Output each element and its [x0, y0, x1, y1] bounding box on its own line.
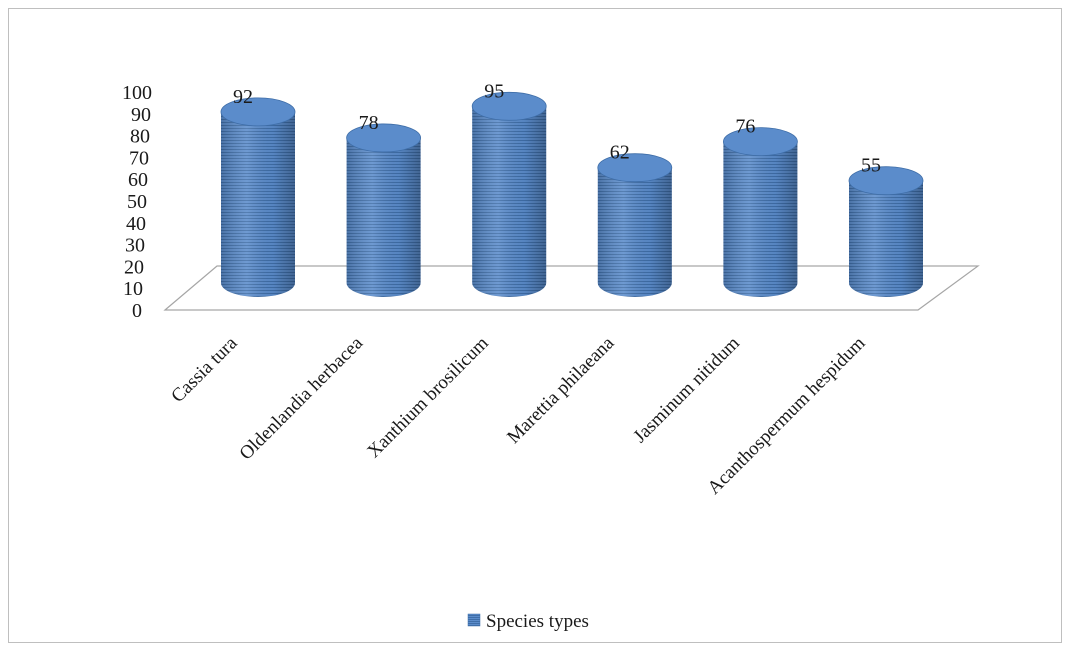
y-tick-label: 100	[122, 82, 152, 104]
bar: 55	[848, 155, 924, 297]
bar: 62	[597, 142, 673, 297]
category-label: Cassia tura	[167, 332, 242, 407]
legend-label: Species types	[486, 611, 589, 632]
category-label: Marettia philaeana	[503, 332, 619, 448]
y-tick-label: 40	[126, 213, 146, 235]
y-tick-label: 20	[124, 256, 144, 278]
y-tick-label: 30	[125, 235, 145, 257]
category-label: Xanthium brosilicum	[363, 333, 493, 463]
bar-top	[723, 127, 798, 157]
legend-swatch	[467, 613, 481, 627]
y-tick-label: 0	[132, 300, 142, 322]
bar-top	[848, 166, 924, 196]
y-tick-label: 90	[131, 104, 151, 126]
y-tick-label: 70	[129, 147, 149, 169]
bar-top	[471, 91, 547, 121]
y-tick-label: 60	[128, 169, 148, 191]
y-tick-label: 50	[127, 191, 147, 213]
bar: 76	[723, 116, 798, 297]
category-label: Oldenlandia herbacea	[236, 332, 368, 464]
bar-shading	[723, 141, 798, 297]
category-label: Jasminum nitidum	[629, 333, 744, 448]
data-label: 95	[484, 80, 504, 102]
y-tick-label: 80	[130, 126, 150, 148]
bar-shading	[221, 111, 295, 297]
data-label: 62	[610, 142, 630, 164]
bar-series: 92 78 95 62 76 55	[220, 80, 924, 297]
bar-top	[346, 123, 422, 153]
bar: 95	[471, 80, 547, 297]
data-label: 55	[861, 155, 881, 177]
y-tick-label: 10	[123, 278, 143, 300]
bar: 92	[220, 86, 296, 297]
bar-top	[220, 97, 296, 127]
bar-shading	[597, 167, 672, 297]
data-label: 92	[233, 86, 253, 108]
bar: 78	[346, 112, 422, 297]
data-label: 76	[735, 116, 755, 138]
bar-top	[597, 153, 673, 183]
bar-shading	[849, 180, 923, 297]
data-label: 78	[359, 112, 379, 134]
bar-shading	[472, 106, 547, 297]
legend: Species types	[467, 611, 589, 632]
bar-shading	[346, 137, 421, 297]
